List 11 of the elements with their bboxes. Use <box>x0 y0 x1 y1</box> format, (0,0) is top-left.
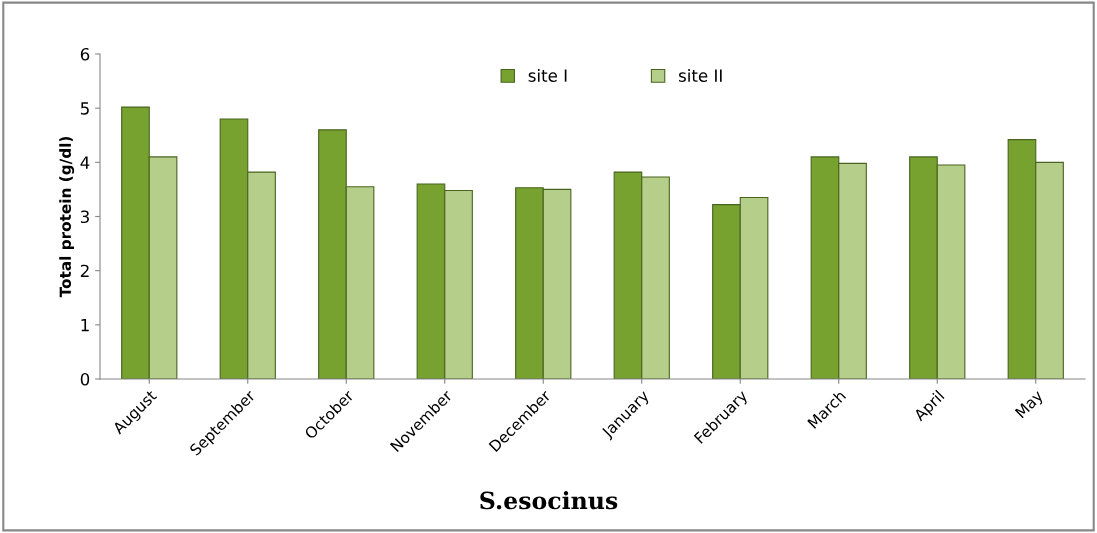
y-tick-label: 0 <box>80 372 90 386</box>
y-tick-label: 6 <box>80 47 90 61</box>
y-axis-title: Total protein (g/dl) <box>59 136 75 298</box>
y-tick-label: 4 <box>80 156 90 169</box>
y-tick-label: 2 <box>80 264 89 277</box>
y-tick-label: 3 <box>80 210 89 224</box>
legend-label: site I <box>528 69 567 82</box>
y-tick-label: 1 <box>81 319 89 332</box>
legend-label: site II <box>678 69 722 82</box>
text: S.esocinus <box>480 491 618 510</box>
y-tick-label: 5 <box>80 102 89 115</box>
